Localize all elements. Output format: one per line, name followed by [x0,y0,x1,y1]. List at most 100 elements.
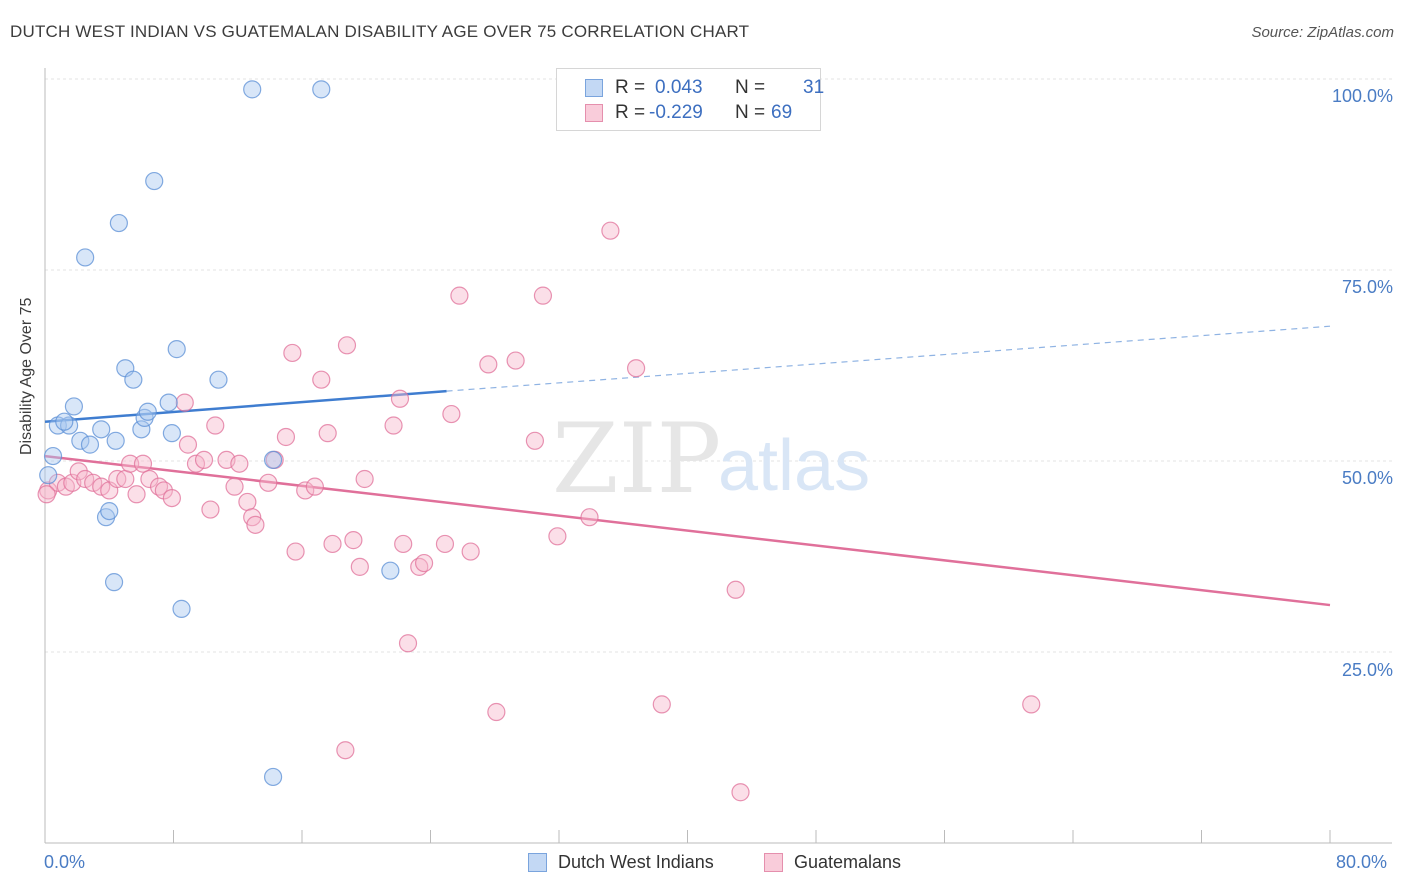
point-guatemalans [230,454,249,473]
legend-n-value: 69 [771,102,793,123]
point-guatemalans [525,431,545,450]
legend-r-value: 0.043 [655,77,703,98]
point-dutch-west-indians [43,446,63,466]
point-guatemalans [450,286,469,305]
point-guatemalans [276,427,296,447]
point-dutch-west-indians [132,420,151,439]
point-dutch-west-indians [109,213,128,233]
legend-swatch [764,853,783,872]
point-guatemalans [626,359,646,378]
point-guatemalans [506,351,525,370]
point-dutch-west-indians [71,431,90,450]
legend-swatch [585,79,603,97]
watermark-zip: ZIP [552,403,721,515]
point-dutch-west-indians [138,402,157,421]
point-guatemalans [318,424,337,443]
point-guatemalans [140,469,159,489]
y-tick-label: 100.0% [1331,86,1393,106]
point-guatemalans [133,454,153,473]
point-dutch-west-indians [76,248,95,267]
point-guatemalans [259,473,278,492]
legend-r-value: -0.229 [649,102,703,123]
legend: R = 0.043 N = 31 R = -0.229 N = 69 [556,68,825,131]
point-dutch-west-indians [104,573,124,592]
point-guatemalans [162,489,181,508]
point-guatemalans [442,404,461,424]
point-dutch-west-indians [64,397,84,416]
point-guatemalans [580,508,599,527]
point-guatemalans [206,416,225,435]
point-guatemalans [350,557,369,576]
point-guatemalans [414,553,434,573]
point-dutch-west-indians [145,171,164,191]
x-tick-label: 0.0% [44,852,86,872]
legend-r-label: R = [615,102,646,123]
point-guatemalans [398,634,418,653]
point-guatemalans [323,534,342,554]
point-guatemalans [394,534,413,554]
point-dutch-west-indians [381,561,400,580]
point-dutch-west-indians [167,340,186,359]
point-dutch-west-indians [162,424,181,443]
legend-swatch [528,853,547,872]
point-guatemalans [238,492,257,512]
point-guatemalans [246,515,265,534]
point-dutch-west-indians [312,80,331,99]
point-dutch-west-indians [92,420,111,439]
chart-title: DUTCH WEST INDIAN VS GUATEMALAN DISABILI… [10,22,750,41]
point-guatemalans [355,469,374,489]
trend-line-guatemalans [44,454,1331,607]
point-guatemalans [296,481,315,500]
point-dutch-west-indians [243,80,262,99]
watermark: ZIP atlas [552,403,870,515]
legend-r-label: R = [615,77,646,98]
trend-lines [44,325,1331,607]
point-guatemalans [305,477,324,496]
point-dutch-west-indians [55,412,74,431]
legend-n-value: 31 [803,77,825,98]
x-tick-label: 80.0% [1336,852,1388,872]
point-guatemalans [225,477,244,496]
source-label: Source: ZipAtlas.com [1251,24,1394,41]
point-dutch-west-indians [263,450,283,469]
point-dutch-west-indians [39,466,58,485]
point-dutch-west-indians [263,767,283,787]
y-tick-label: 75.0% [1341,277,1393,297]
point-guatemalans [336,741,355,760]
point-guatemalans [344,531,363,550]
point-guatemalans [69,462,88,481]
point-dutch-west-indians [80,435,100,454]
point-guatemalans [390,389,410,408]
legend-swatch [585,104,603,122]
point-guatemalans [312,370,331,389]
point-dutch-west-indians [159,393,178,412]
point-guatemalans [194,450,214,469]
point-dutch-west-indians [209,370,228,389]
legend-n-label: N = [735,77,766,98]
legend-series-name: Dutch West Indians [558,852,714,872]
y-axis-label: Disability Age Over 75 [18,297,35,455]
point-guatemalans [201,500,220,519]
trend-line-dutch-west-indians [44,389,447,423]
point-guatemalans [533,286,553,305]
grid-lines [45,78,1392,653]
legend-n-label: N = [735,102,766,123]
point-guatemalans [384,416,403,435]
point-guatemalans [487,702,506,722]
y-tick-label: 50.0% [1341,468,1393,488]
y-tick-label: 25.0% [1341,660,1393,680]
point-guatemalans [286,542,305,561]
point-dutch-west-indians [172,599,191,618]
point-guatemalans [121,454,140,473]
point-guatemalans [601,221,620,240]
point-guatemalans [479,355,498,374]
point-guatemalans [116,469,135,489]
point-guatemalans [175,393,194,412]
point-guatemalans [337,336,357,355]
point-guatemalans [652,695,671,714]
point-dutch-west-indians [100,501,119,521]
point-guatemalans [37,485,56,504]
point-guatemalans [548,527,567,546]
point-guatemalans [178,435,198,454]
